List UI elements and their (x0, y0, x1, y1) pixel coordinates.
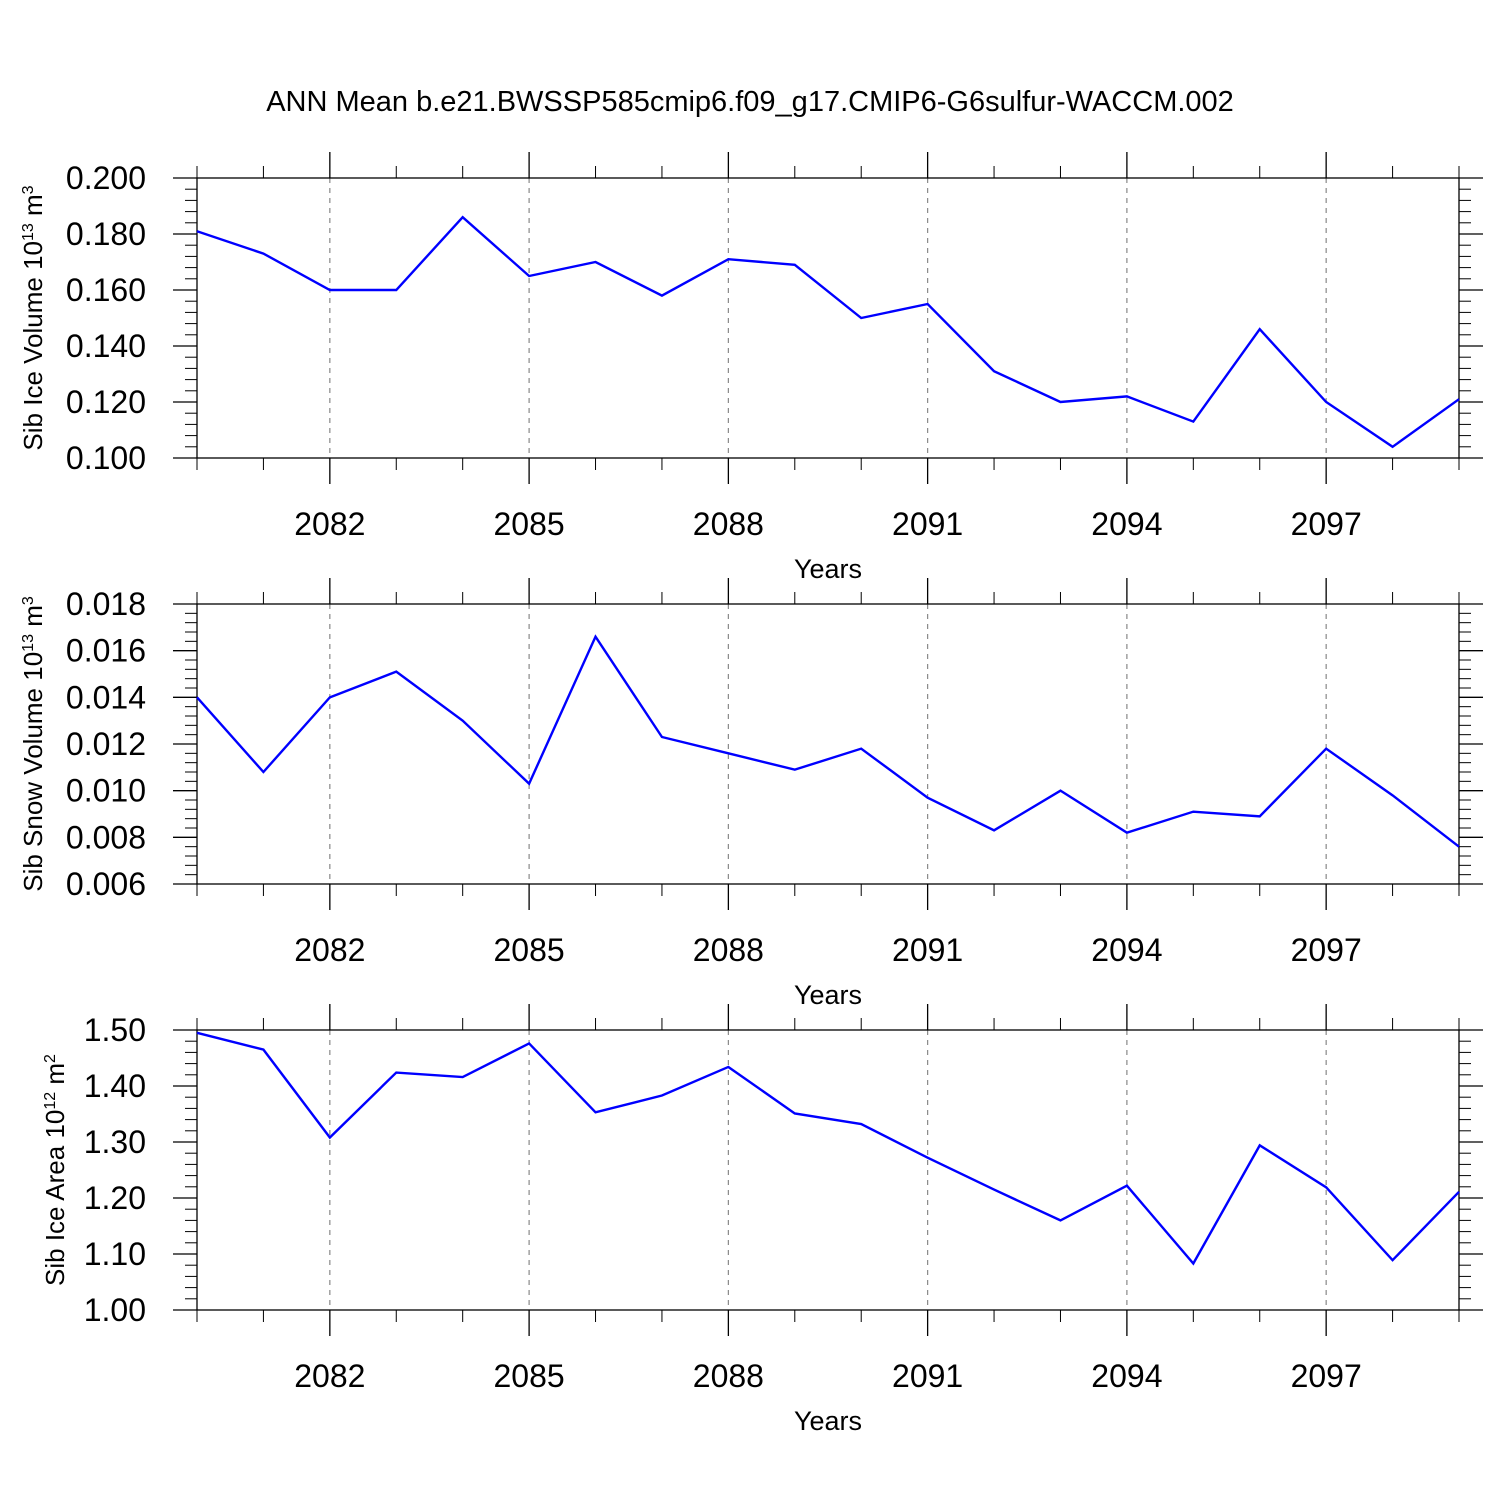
y-axis-label: Sib Ice Area 1012 m2 (40, 1054, 70, 1286)
y-axis-label-part: m (18, 605, 48, 634)
y-tick-label: 0.160 (66, 272, 146, 308)
x-tick-label: 2085 (494, 506, 565, 542)
y-axis-label-superscript: 3 (20, 596, 37, 605)
x-tick-label: 2091 (892, 932, 963, 968)
y-tick-label: 1.00 (84, 1292, 146, 1328)
y-tick-label: 0.018 (66, 586, 146, 622)
y-tick-label: 0.180 (66, 216, 146, 252)
y-tick-label: 1.40 (84, 1068, 146, 1104)
chart-panel-1: 0.100 0.120 0.140 0.160 0.180 0.200 2082 2085 20… (18, 152, 1483, 584)
y-tick-label: 1.50 (84, 1012, 146, 1048)
x-tick-label: 2094 (1091, 932, 1162, 968)
x-tick-label: 2088 (693, 1358, 764, 1394)
y-tick-label: 1.20 (84, 1180, 146, 1216)
y-axis-label-part: Sib Ice Volume 10 (18, 241, 48, 451)
plot-frame (196, 1029, 1460, 1311)
y-axis-label: Sib Snow Volume 1013 m3 (18, 596, 48, 892)
y-axis-label-part: Sib Ice Area 10 (40, 1110, 70, 1286)
y-tick-label: 0.012 (66, 726, 146, 762)
x-tick-label: 2085 (494, 932, 565, 968)
y-axis-label-part: m (40, 1063, 70, 1092)
chart-panel-2: 0.006 0.008 0.010 0.012 0.014 0.016 0.018 2082 2… (18, 578, 1483, 1010)
y-tick-label: 0.140 (66, 328, 146, 364)
series-line-1 (196, 1031, 1460, 1266)
x-tick-label: 2094 (1091, 506, 1162, 542)
y-axis-label-superscript: 2 (42, 1054, 59, 1063)
y-axis-label-superscript: 13 (20, 634, 37, 652)
y-axis-label-part: m (18, 194, 48, 223)
plot-frame (196, 177, 1460, 459)
x-tick-label: 2088 (693, 932, 764, 968)
x-tick-label: 2082 (294, 932, 365, 968)
x-tick-label: 2085 (494, 1358, 565, 1394)
y-axis-label-part: Sib Snow Volume 10 (18, 652, 48, 892)
page-title: ANN Mean b.e21.BWSSP585cmip6.f09_g17.CMI… (266, 86, 1234, 118)
x-tick-label: 2097 (1291, 506, 1362, 542)
plot-frame (196, 603, 1460, 885)
y-tick-label: 0.006 (66, 866, 146, 902)
y-axis-label-superscript: 12 (42, 1092, 59, 1110)
y-axis-label: Sib Ice Volume 1013 m3 (18, 185, 48, 450)
y-tick-label: 1.30 (84, 1124, 146, 1160)
x-axis-label: Years (794, 980, 862, 1010)
x-tick-label: 2088 (693, 506, 764, 542)
series-line-1 (196, 215, 1460, 449)
y-axis-label-superscript: 3 (20, 185, 37, 194)
chart-panel-3: 1.00 1.10 1.20 1.30 1.40 1.50 2082 2085 2088 2091… (40, 1004, 1483, 1436)
y-tick-label: 0.016 (66, 633, 146, 669)
y-tick-label: 0.100 (66, 440, 146, 476)
x-tick-label: 2091 (892, 1358, 963, 1394)
y-tick-label: 0.008 (66, 819, 146, 855)
y-tick-label: 0.010 (66, 773, 146, 809)
y-tick-label: 0.200 (66, 160, 146, 196)
x-tick-label: 2097 (1291, 1358, 1362, 1394)
x-tick-label: 2097 (1291, 932, 1362, 968)
y-tick-label: 1.10 (84, 1236, 146, 1272)
y-tick-label: 0.120 (66, 384, 146, 420)
x-tick-label: 2091 (892, 506, 963, 542)
series-line-1 (196, 634, 1460, 848)
y-tick-label: 0.014 (66, 679, 146, 715)
x-tick-label: 2082 (294, 506, 365, 542)
x-tick-label: 2094 (1091, 1358, 1162, 1394)
x-tick-label: 2082 (294, 1358, 365, 1394)
x-axis-label: Years (794, 1406, 862, 1436)
x-axis-label: Years (794, 554, 862, 584)
y-axis-label-superscript: 13 (20, 223, 37, 241)
